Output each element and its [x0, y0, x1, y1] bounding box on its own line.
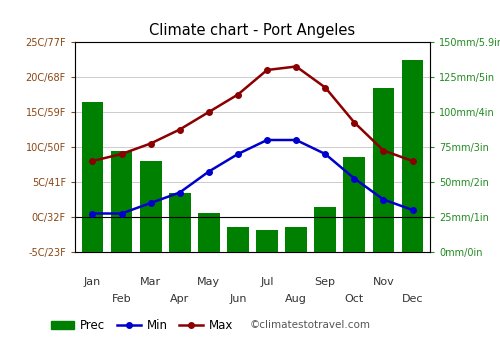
- Text: Feb: Feb: [112, 294, 132, 304]
- Bar: [344, 157, 365, 252]
- Bar: [285, 227, 307, 252]
- Bar: [372, 88, 394, 252]
- Bar: [140, 161, 162, 252]
- Bar: [227, 227, 249, 252]
- Text: Oct: Oct: [344, 294, 364, 304]
- Text: May: May: [198, 277, 220, 287]
- Bar: [402, 60, 423, 252]
- Text: ©climatestotravel.com: ©climatestotravel.com: [250, 321, 370, 330]
- Bar: [82, 102, 104, 252]
- Bar: [198, 213, 220, 252]
- Text: Sep: Sep: [314, 277, 336, 287]
- Text: Jun: Jun: [229, 294, 246, 304]
- Text: Jan: Jan: [84, 277, 101, 287]
- Text: Dec: Dec: [402, 294, 423, 304]
- Title: Climate chart - Port Angeles: Climate chart - Port Angeles: [150, 23, 356, 38]
- Bar: [314, 207, 336, 252]
- Text: Jul: Jul: [260, 277, 274, 287]
- Text: Apr: Apr: [170, 294, 190, 304]
- Bar: [256, 230, 278, 252]
- Text: Mar: Mar: [140, 277, 161, 287]
- Legend: Prec, Min, Max: Prec, Min, Max: [46, 314, 238, 337]
- Bar: [110, 151, 132, 252]
- Bar: [169, 193, 190, 252]
- Text: Aug: Aug: [285, 294, 307, 304]
- Text: Nov: Nov: [372, 277, 394, 287]
